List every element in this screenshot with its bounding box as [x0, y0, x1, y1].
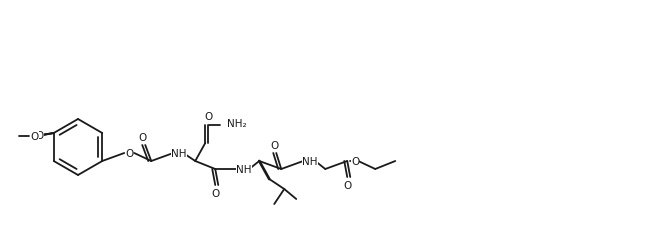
- Text: O: O: [211, 188, 219, 198]
- Text: O: O: [35, 131, 44, 140]
- Text: O: O: [270, 140, 278, 150]
- Text: O: O: [125, 148, 133, 158]
- Text: O: O: [31, 131, 39, 141]
- Text: NH: NH: [236, 164, 252, 174]
- Text: NH₂: NH₂: [227, 119, 247, 128]
- Text: O: O: [343, 180, 352, 190]
- Text: NH: NH: [302, 156, 318, 166]
- Text: O: O: [138, 132, 147, 142]
- Text: O: O: [204, 112, 212, 122]
- Text: O: O: [351, 156, 360, 166]
- Text: NH: NH: [172, 148, 187, 158]
